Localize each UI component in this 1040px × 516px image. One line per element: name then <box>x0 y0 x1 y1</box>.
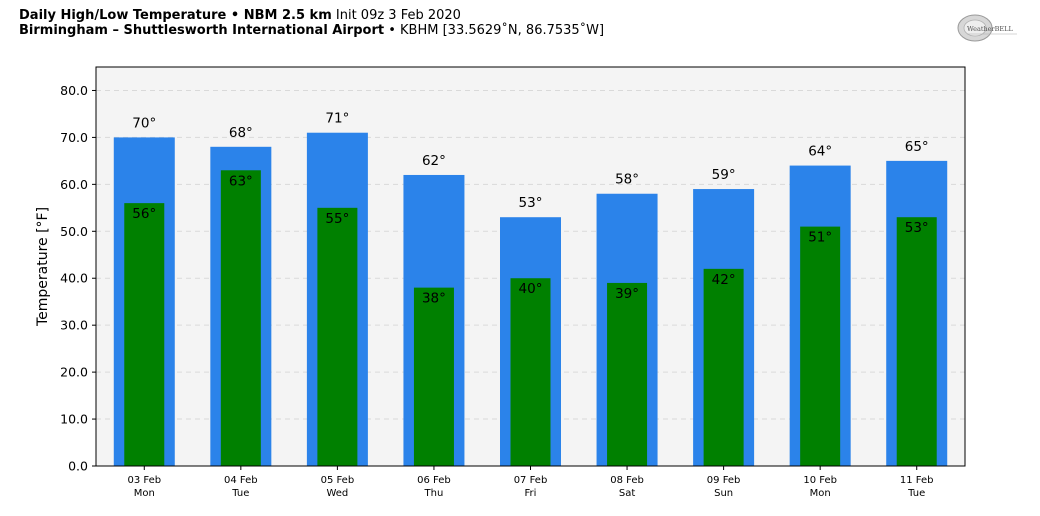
init-time: Init 09z 3 Feb 2020 <box>335 8 461 23</box>
x-tick-day: Mon <box>810 488 831 499</box>
x-tick-date: 05 Feb <box>321 475 355 486</box>
x-tick-date: 06 Feb <box>417 475 451 486</box>
x-tick-date: 04 Feb <box>224 475 258 486</box>
x-tick-day: Sat <box>619 488 635 499</box>
x-tick-date: 07 Feb <box>514 475 548 486</box>
low-value-label: 39° <box>615 286 639 302</box>
low-value-label: 40° <box>519 281 543 297</box>
low-bar <box>510 278 551 466</box>
high-value-label: 58° <box>615 172 639 188</box>
low-bar <box>800 226 841 466</box>
y-tick-label: 10.0 <box>60 412 88 427</box>
title-line: Daily High/Low Temperature • NBM 2.5 km … <box>19 8 604 23</box>
low-value-label: 51° <box>808 230 832 246</box>
low-bar <box>124 203 165 467</box>
low-value-label: 42° <box>712 272 736 288</box>
x-axis: 03 Feb Mon 04 Feb Tue 05 Feb Wed 06 Feb Thu 07 F… <box>127 466 934 499</box>
y-tick-label: 70.0 <box>60 130 88 145</box>
low-value-label: 63° <box>229 173 253 189</box>
high-value-label: 59° <box>712 167 736 183</box>
bars <box>113 132 948 467</box>
logo-text: WeatherBELL <box>967 25 1013 33</box>
low-value-label: 56° <box>132 206 156 222</box>
x-tick-date: 08 Feb <box>610 475 644 486</box>
low-value-label: 55° <box>325 211 349 227</box>
x-tick-date: 11 Feb <box>900 475 934 486</box>
y-tick-label: 0.0 <box>68 459 88 474</box>
y-tick-label: 30.0 <box>60 318 88 333</box>
location-name: Birmingham – Shuttlesworth International… <box>19 23 385 38</box>
low-bar <box>413 287 454 466</box>
high-value-label: 53° <box>519 195 543 211</box>
high-value-label: 68° <box>229 125 253 141</box>
low-value-label: 38° <box>422 291 446 307</box>
value-labels: 70° 56° 68° 63° 71° 55° 62° 38° 53° 40° 58° 39° 59° 4… <box>132 111 928 307</box>
low-bar <box>896 217 937 466</box>
high-value-label: 70° <box>132 115 156 131</box>
x-tick-date: 09 Feb <box>707 475 741 486</box>
y-tick-label: 50.0 <box>60 224 88 239</box>
y-tick-label: 40.0 <box>60 271 88 286</box>
x-tick-day: Sun <box>714 488 733 499</box>
weatherbell-logo: WeatherBELL <box>955 12 1019 48</box>
x-tick-date: 03 Feb <box>127 475 161 486</box>
y-tick-label: 20.0 <box>60 365 88 380</box>
x-tick-date: 10 Feb <box>803 475 837 486</box>
x-tick-day: Mon <box>134 488 155 499</box>
x-tick-day: Fri <box>525 488 537 499</box>
x-tick-day: Tue <box>907 488 925 499</box>
low-bar <box>607 282 648 466</box>
low-bar <box>317 207 358 466</box>
x-tick-day: Tue <box>231 488 249 499</box>
y-axis-label: Temperature [°F] <box>35 207 51 327</box>
x-tick-day: Thu <box>424 488 444 499</box>
low-bar <box>703 268 744 466</box>
location-line: Birmingham – Shuttlesworth International… <box>19 23 604 38</box>
y-tick-label: 60.0 <box>60 177 88 192</box>
low-value-label: 53° <box>905 220 929 236</box>
y-tick-label: 80.0 <box>60 83 88 98</box>
high-value-label: 65° <box>905 139 929 155</box>
chart-title: Daily High/Low Temperature • NBM 2.5 km <box>19 8 332 23</box>
location-coords: • KBHM [33.5629˚N, 86.7535˚W] <box>388 23 605 38</box>
x-tick-day: Wed <box>326 488 348 499</box>
high-value-label: 71° <box>325 111 349 127</box>
low-bar <box>220 170 261 467</box>
high-value-label: 62° <box>422 153 446 169</box>
chart-header: Daily High/Low Temperature • NBM 2.5 km … <box>19 8 604 38</box>
y-axis: 0.0 10.0 20.0 30.0 40.0 50.0 60.0 70.0 80.0 <box>60 83 96 474</box>
high-value-label: 64° <box>808 144 832 160</box>
